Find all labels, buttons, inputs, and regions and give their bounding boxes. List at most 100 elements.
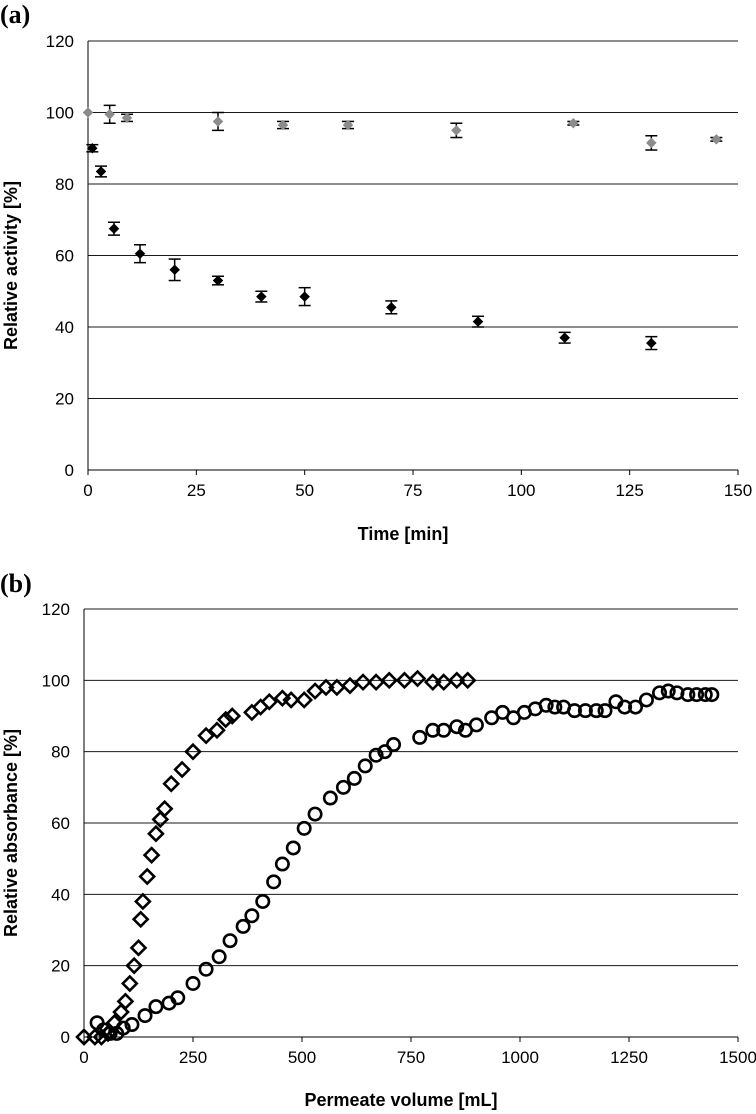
x-tick-label: 1500 (719, 1048, 756, 1067)
data-point (212, 275, 224, 286)
data-point (567, 117, 579, 129)
data-point (368, 747, 384, 763)
data-point (285, 840, 301, 856)
data-point (212, 116, 224, 127)
data-point (645, 137, 657, 149)
data-point (243, 703, 261, 722)
data-point (357, 758, 373, 774)
data-point (108, 223, 120, 235)
y-tick-label: 60 (51, 814, 70, 833)
x-tick-label: 500 (288, 1048, 316, 1067)
chart-panel-a: (a) 0 20 40 60 80 100 120 0 25 50 75 100 125 150 Time [… (0, 0, 752, 544)
data-point (386, 737, 402, 753)
data-point (125, 956, 143, 975)
data-point (197, 726, 215, 745)
y-tick-label: 20 (51, 957, 70, 976)
data-point (131, 910, 150, 929)
data-point (282, 691, 300, 709)
data-point (148, 999, 164, 1015)
data-point (255, 291, 267, 302)
x-tick-label: 150 (724, 481, 752, 500)
x-tick-label: 75 (404, 481, 423, 500)
data-point (697, 687, 713, 703)
x-tick-label: 0 (79, 1048, 88, 1067)
data-point (169, 264, 181, 276)
chart-panel-b: (b) 0 20 40 60 80 100 120 0 250 500 750 1000 1250 1500… (0, 569, 756, 1110)
data-point (95, 166, 107, 177)
data-point (354, 673, 372, 691)
data-point (251, 698, 270, 716)
data-point (173, 760, 191, 779)
data-point (142, 846, 161, 864)
x-tick-label: 0 (83, 481, 92, 500)
data-point (208, 721, 226, 740)
data-point (566, 703, 582, 719)
x-tick-label: 100 (507, 481, 535, 500)
data-point (244, 908, 260, 924)
data-point (342, 119, 354, 131)
data-point (120, 974, 139, 993)
y-tick-label: 80 (55, 175, 74, 194)
data-point (211, 949, 227, 965)
data-point (434, 673, 453, 691)
data-point (277, 119, 289, 131)
data-point (408, 669, 427, 688)
x-tick-label: 250 (179, 1048, 207, 1067)
data-point (597, 703, 613, 719)
data-point (538, 697, 554, 713)
y-axis-title: Relative absorbance [%] (1, 729, 21, 937)
data-point (689, 687, 705, 703)
data-point (134, 248, 146, 260)
data-point (385, 301, 397, 313)
y-axis-title: Relative activity [%] (1, 181, 21, 350)
data-point (129, 938, 148, 957)
data-point (138, 867, 157, 886)
data-point (660, 683, 676, 699)
data-point (395, 671, 414, 690)
data-point (559, 332, 571, 344)
data-point (704, 687, 720, 703)
y-tick-label: 120 (42, 600, 70, 619)
data-point (82, 107, 94, 118)
data-point (412, 729, 428, 745)
data-point (295, 691, 314, 709)
x-tick-label: 1000 (501, 1048, 539, 1067)
data-point (222, 933, 238, 949)
data-point (296, 820, 312, 836)
data-point (468, 717, 484, 733)
data-point (380, 671, 399, 690)
data-point (216, 710, 235, 729)
y-tick-label: 0 (65, 461, 74, 480)
data-point (299, 291, 311, 302)
data-point (577, 703, 593, 719)
data-point (341, 676, 359, 695)
y-tick-label: 100 (46, 104, 74, 123)
data-point (328, 678, 346, 697)
x-tick-label: 750 (397, 1048, 425, 1067)
data-point (170, 990, 186, 1006)
data-point (255, 893, 271, 909)
data-point (121, 112, 133, 124)
data-point (436, 722, 452, 738)
x-axis-title: Permeate volume [mL] (304, 1090, 497, 1110)
data-point (367, 673, 385, 691)
data-point (223, 707, 242, 725)
x-tick-label: 125 (615, 481, 643, 500)
panel-label: (a) (0, 0, 30, 29)
data-point (449, 719, 465, 735)
panel-label: (b) (0, 569, 32, 598)
data-point (346, 770, 362, 786)
data-point (652, 685, 668, 701)
y-tick-label: 100 (42, 671, 70, 690)
x-tick-label: 1250 (610, 1048, 648, 1067)
y-tick-label: 120 (46, 32, 74, 51)
data-point (274, 856, 290, 872)
data-point (266, 874, 282, 890)
data-point (115, 1020, 131, 1036)
data-point (137, 1008, 153, 1024)
data-point (472, 316, 484, 327)
y-tick-label: 80 (51, 743, 70, 762)
data-point (547, 699, 563, 715)
data-point (185, 975, 201, 991)
